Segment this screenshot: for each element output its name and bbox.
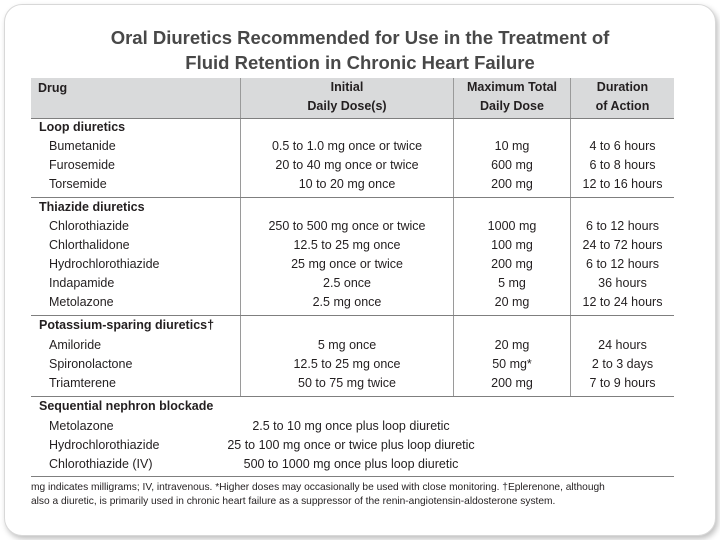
table-row: Metolazone 2.5 to 10 mg once plus loop d… bbox=[31, 419, 674, 438]
column-divider bbox=[453, 78, 454, 396]
initial-dose: 12.5 to 25 mg once bbox=[293, 357, 401, 371]
max-dose: 600 mg bbox=[491, 158, 533, 172]
section-title-thiazide: Thiazide diuretics bbox=[39, 200, 145, 214]
max-dose: 50 mg* bbox=[492, 357, 532, 371]
table-row: Torsemide 10 to 20 mg once 200 mg 12 to … bbox=[31, 177, 674, 196]
drug-name: Chlorthalidone bbox=[49, 238, 130, 252]
max-dose: 10 mg bbox=[494, 139, 530, 153]
section-divider bbox=[31, 315, 674, 316]
duration: 24 to 72 hours bbox=[582, 238, 663, 252]
drug-name: Hydrochlorothiazide bbox=[49, 257, 160, 271]
section-title-loop: Loop diuretics bbox=[39, 120, 126, 134]
drug-name: Torsemide bbox=[49, 177, 107, 191]
initial-dose: 25 mg once or twice bbox=[291, 257, 403, 271]
drug-name: Spironolactone bbox=[49, 357, 133, 371]
footnote: mg indicates milligrams; IV, intravenous… bbox=[31, 481, 681, 509]
duration: 2 to 3 days bbox=[591, 357, 654, 371]
table-row: Chlorothiazide (IV) 500 to 1000 mg once … bbox=[31, 457, 674, 476]
table-row: Amiloride 5 mg once 20 mg 24 hours bbox=[31, 338, 674, 357]
drug-name: Triamterene bbox=[49, 376, 116, 390]
initial-dose: 50 to 75 mg twice bbox=[298, 376, 396, 390]
drug-name: Chlorothiazide bbox=[49, 219, 129, 233]
initial-dose: 20 to 40 mg once or twice bbox=[275, 158, 419, 172]
table-row: Hydrochlorothiazide 25 to 100 mg once or… bbox=[31, 438, 674, 457]
max-dose: 5 mg bbox=[498, 276, 526, 290]
header-max-line1: Maximum Total bbox=[466, 80, 558, 94]
duration: 7 to 9 hours bbox=[589, 376, 656, 390]
table-row: Bumetanide 0.5 to 1.0 mg once or twice 1… bbox=[31, 139, 674, 158]
duration: 6 to 12 hours bbox=[586, 219, 659, 233]
max-dose: 20 mg bbox=[494, 295, 530, 309]
combined-dose: 2.5 to 10 mg once plus loop diuretic bbox=[252, 419, 450, 433]
header-max-dose: Maximum Total Daily Dose bbox=[454, 78, 570, 118]
column-divider bbox=[240, 78, 241, 396]
footnote-line-1: mg indicates milligrams; IV, intravenous… bbox=[31, 482, 605, 493]
drug-name: Chlorothiazide (IV) bbox=[49, 457, 153, 471]
table-row: Chlorothiazide 250 to 500 mg once or twi… bbox=[31, 219, 674, 238]
drug-name: Amiloride bbox=[49, 338, 102, 352]
max-dose: 200 mg bbox=[491, 376, 533, 390]
initial-dose: 250 to 500 mg once or twice bbox=[268, 219, 426, 233]
duration: 12 to 24 hours bbox=[582, 295, 663, 309]
section-title-sequential-blockade: Sequential nephron blockade bbox=[39, 399, 214, 413]
header-initial-dose: Initial Daily Dose(s) bbox=[241, 78, 453, 118]
diuretics-table: Drug Initial Daily Dose(s) Maximum Total… bbox=[31, 78, 674, 477]
duration: 12 to 16 hours bbox=[582, 177, 663, 191]
header-initial-line1: Initial bbox=[330, 80, 364, 94]
section-divider bbox=[31, 197, 674, 198]
initial-dose: 10 to 20 mg once bbox=[298, 177, 396, 191]
duration: 6 to 12 hours bbox=[586, 257, 659, 271]
header-duration-line2: of Action bbox=[595, 99, 650, 113]
duration: 24 hours bbox=[598, 338, 647, 352]
title-line-1: Oral Diuretics Recommended for Use in th… bbox=[110, 27, 610, 48]
header-drug: Drug bbox=[38, 81, 68, 95]
drug-name: Bumetanide bbox=[49, 139, 116, 153]
section-title-potassium-sparing: Potassium-sparing diuretics† bbox=[39, 318, 215, 332]
header-initial-line2: Daily Dose(s) bbox=[307, 99, 387, 113]
combined-dose: 25 to 100 mg once or twice plus loop diu… bbox=[227, 438, 475, 452]
duration: 6 to 8 hours bbox=[589, 158, 656, 172]
table-row: Metolazone 2.5 mg once 20 mg 12 to 24 ho… bbox=[31, 295, 674, 314]
title-line-2: Fluid Retention in Chronic Heart Failure bbox=[185, 52, 535, 73]
max-dose: 200 mg bbox=[491, 257, 533, 271]
table-row: Triamterene 50 to 75 mg twice 200 mg 7 t… bbox=[31, 376, 674, 395]
combined-dose: 500 to 1000 mg once plus loop diuretic bbox=[243, 457, 459, 471]
table-bottom-line bbox=[31, 476, 674, 477]
footnote-line-2: also a diuretic, is primarily used in ch… bbox=[31, 496, 556, 507]
header-max-line2: Daily Dose bbox=[480, 99, 544, 113]
initial-dose: 5 mg once bbox=[317, 338, 377, 352]
header-duration: Duration of Action bbox=[571, 78, 674, 118]
table-row: Furosemide 20 to 40 mg once or twice 600… bbox=[31, 158, 674, 177]
initial-dose: 2.5 once bbox=[323, 276, 371, 290]
table-row: Indapamide 2.5 once 5 mg 36 hours bbox=[31, 276, 674, 295]
header-duration-line1: Duration bbox=[596, 80, 649, 94]
table-row: Chlorthalidone 12.5 to 25 mg once 100 mg… bbox=[31, 238, 674, 257]
section-divider bbox=[31, 396, 674, 397]
initial-dose: 2.5 mg once bbox=[312, 295, 382, 309]
table-row: Hydrochlorothiazide 25 mg once or twice … bbox=[31, 257, 674, 276]
duration: 36 hours bbox=[598, 276, 647, 290]
duration: 4 to 6 hours bbox=[589, 139, 656, 153]
drug-name: Furosemide bbox=[49, 158, 115, 172]
column-divider bbox=[570, 78, 571, 396]
header-divider bbox=[31, 118, 674, 119]
max-dose: 20 mg bbox=[494, 338, 530, 352]
initial-dose: 0.5 to 1.0 mg once or twice bbox=[271, 139, 423, 153]
table-row: Spironolactone 12.5 to 25 mg once 50 mg*… bbox=[31, 357, 674, 376]
max-dose: 1000 mg bbox=[487, 219, 537, 233]
drug-name: Hydrochlorothiazide bbox=[49, 438, 160, 452]
max-dose: 200 mg bbox=[491, 177, 533, 191]
drug-name: Metolazone bbox=[49, 295, 114, 309]
table-header: Drug Initial Daily Dose(s) Maximum Total… bbox=[31, 78, 674, 118]
drug-name: Indapamide bbox=[49, 276, 115, 290]
drug-name: Metolazone bbox=[49, 419, 114, 433]
initial-dose: 12.5 to 25 mg once bbox=[293, 238, 401, 252]
max-dose: 100 mg bbox=[491, 238, 533, 252]
